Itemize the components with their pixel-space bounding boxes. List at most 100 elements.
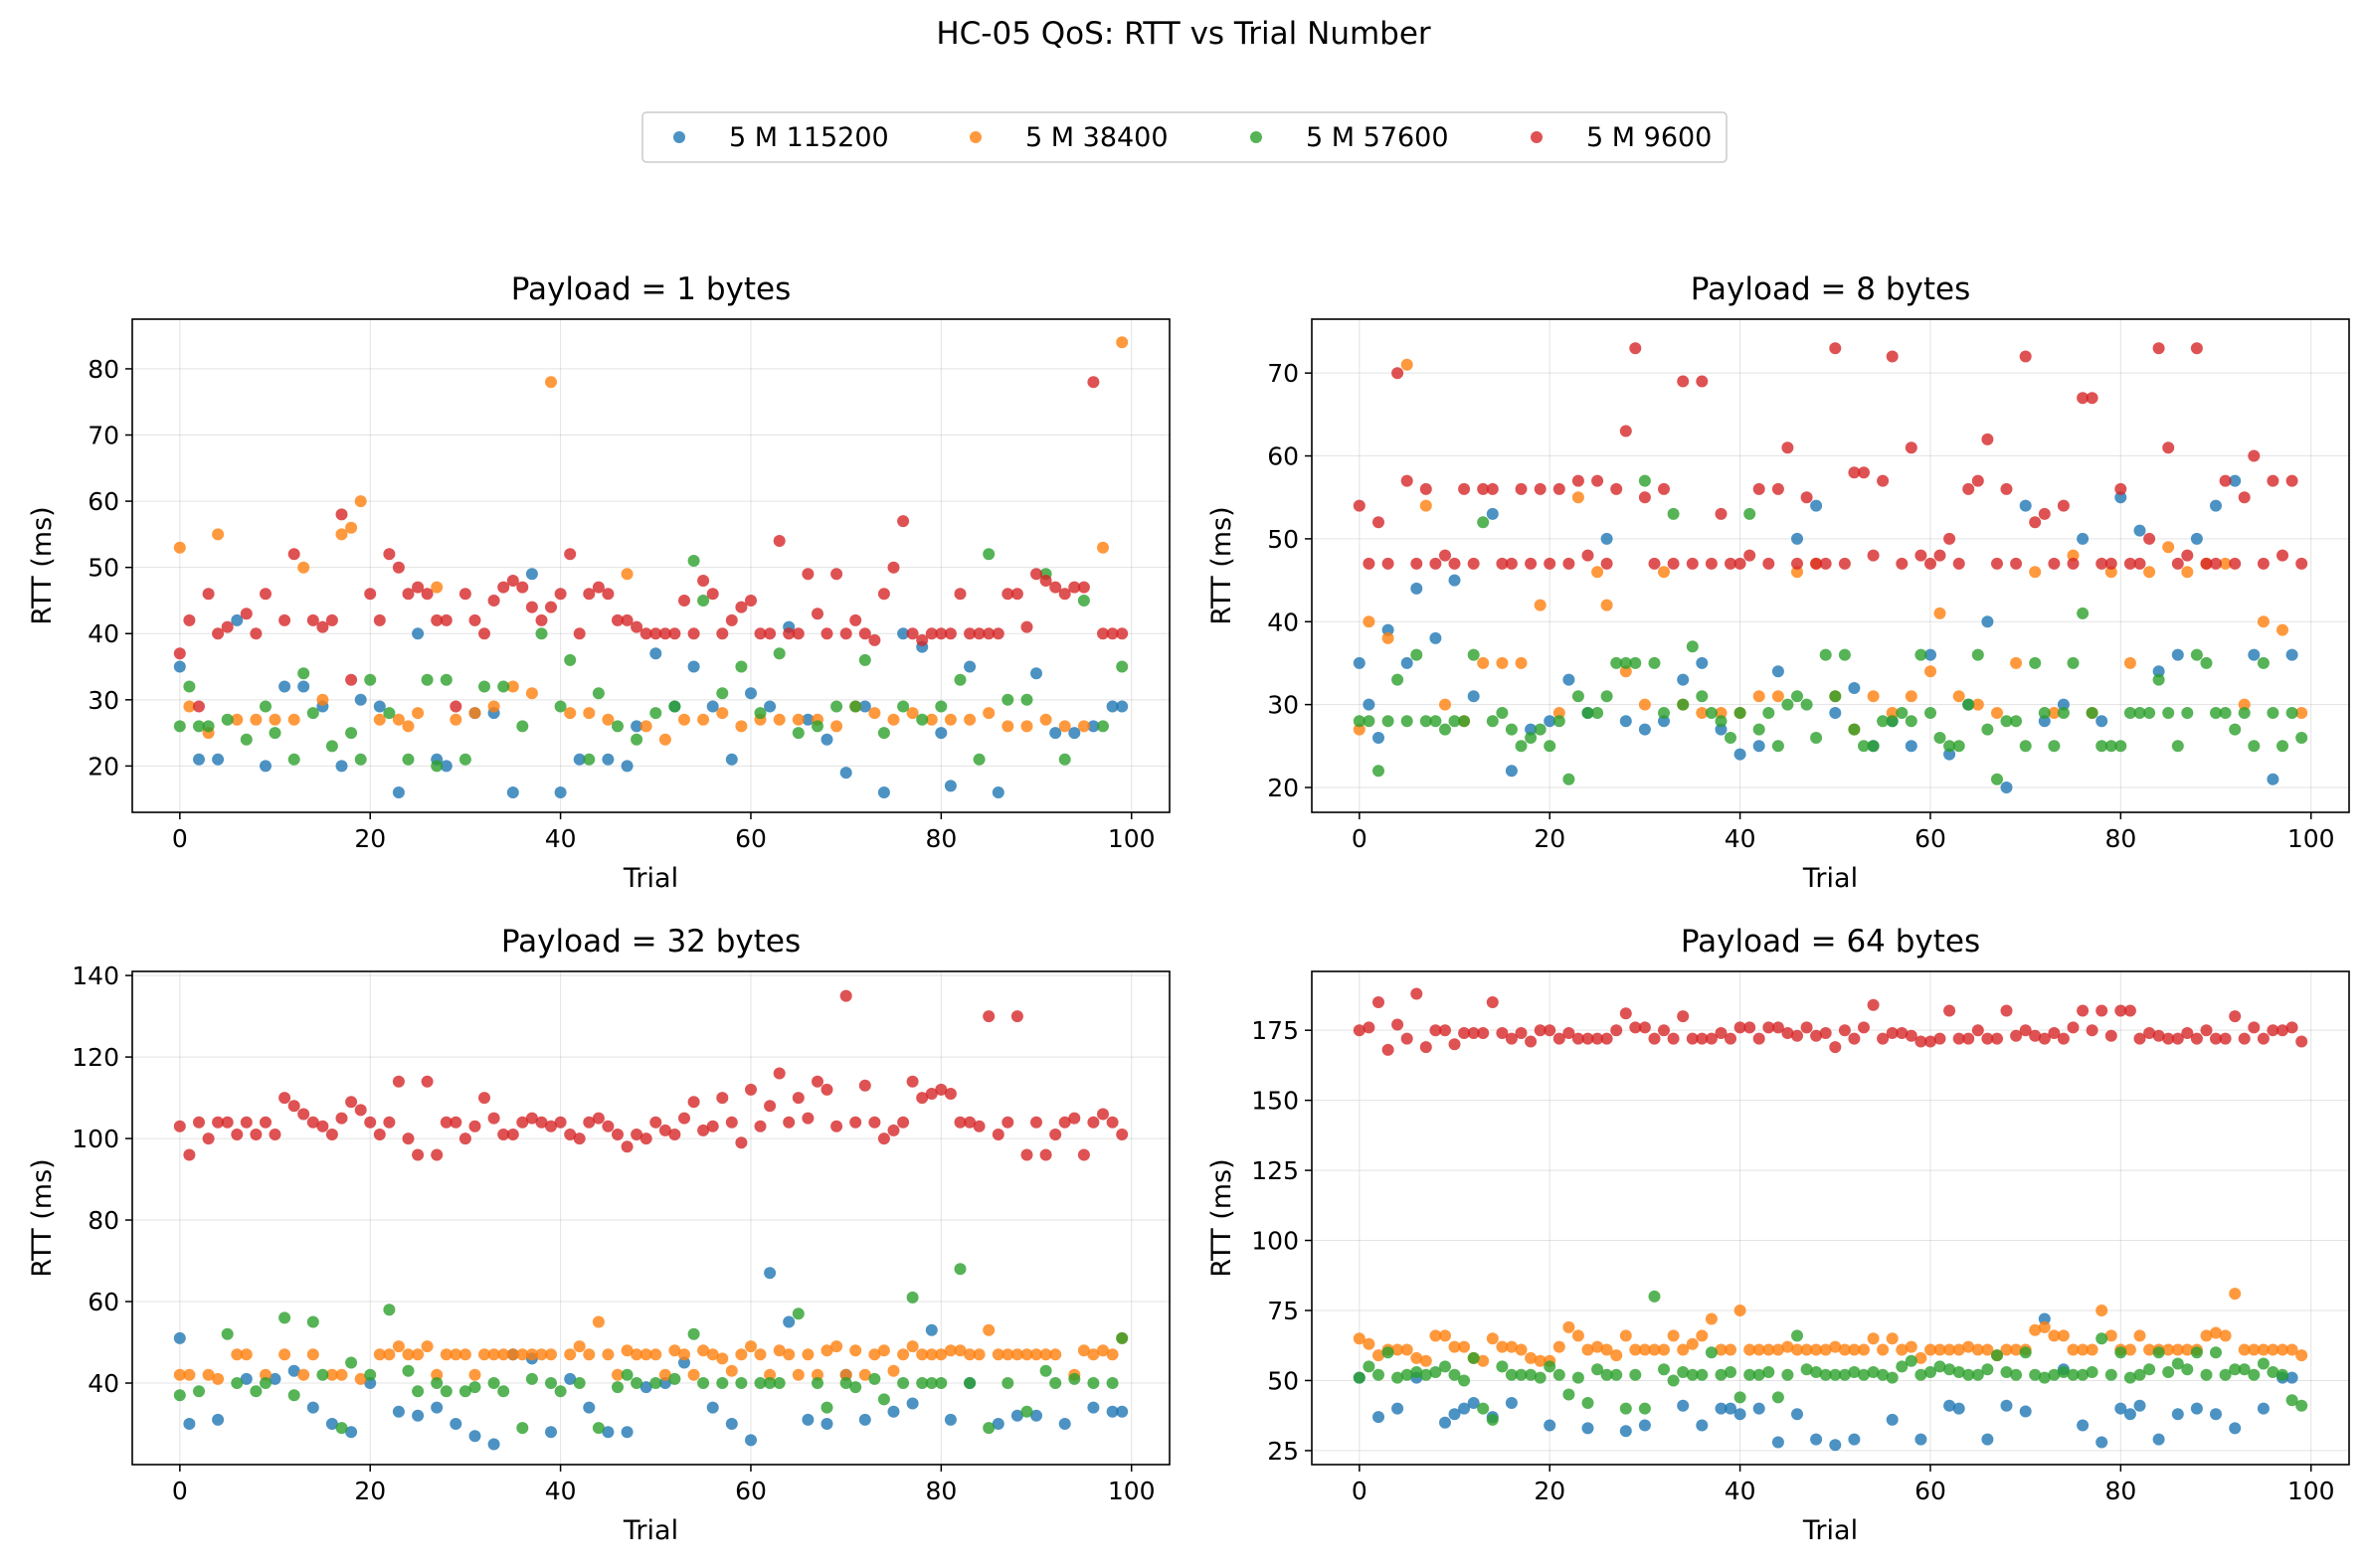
data-point — [2123, 707, 2136, 719]
data-point — [802, 1112, 815, 1125]
x-tick-label: 60 — [1914, 824, 1946, 853]
data-point — [935, 1377, 948, 1389]
legend-marker — [1250, 131, 1262, 143]
data-point — [1610, 1024, 1623, 1037]
data-point — [964, 660, 977, 673]
data-point — [735, 720, 748, 733]
data-point — [2295, 1035, 2308, 1048]
data-point — [2123, 557, 2136, 570]
data-point — [1943, 1343, 1956, 1356]
data-point — [183, 700, 196, 713]
x-tick-label: 80 — [2104, 1477, 2136, 1505]
y-tick-label: 140 — [72, 961, 119, 990]
data-point — [2257, 1032, 2270, 1045]
data-point — [935, 727, 948, 740]
data-point — [802, 568, 815, 581]
data-point — [231, 1129, 244, 1140]
data-point — [1658, 566, 1670, 579]
data-point — [2238, 698, 2251, 711]
data-point — [1858, 1368, 1870, 1381]
data-point — [621, 1426, 634, 1439]
data-point — [925, 1088, 938, 1100]
data-point — [1952, 1343, 1965, 1356]
data-point — [564, 653, 577, 666]
data-point — [260, 588, 272, 601]
data-point — [2210, 1032, 2222, 1045]
data-point — [1867, 998, 1880, 1011]
data-point — [1049, 1377, 1062, 1389]
data-point — [602, 753, 615, 766]
data-point — [2019, 350, 2032, 363]
data-point — [1020, 1405, 1033, 1418]
data-point — [545, 1120, 557, 1132]
data-point — [183, 1368, 196, 1381]
data-point — [1762, 557, 1775, 570]
data-point — [173, 660, 186, 673]
data-point — [354, 495, 367, 508]
data-point — [1981, 1032, 1994, 1045]
data-point — [2210, 707, 2222, 719]
data-point — [525, 601, 538, 613]
data-point — [1562, 1027, 1575, 1039]
data-point — [1696, 1329, 1709, 1342]
data-point — [1762, 1366, 1775, 1378]
y-axis-label: RTT (ms) — [27, 1158, 58, 1277]
data-point — [954, 1116, 967, 1129]
data-point — [2038, 1371, 2051, 1384]
data-point — [1905, 1354, 1917, 1367]
data-point — [1619, 715, 1632, 728]
data-point — [221, 1116, 234, 1129]
data-point — [906, 1291, 919, 1304]
data-point — [1752, 1402, 1765, 1415]
data-point — [1581, 549, 1594, 562]
data-point — [849, 700, 862, 713]
data-point — [202, 720, 215, 733]
data-point — [868, 707, 881, 720]
data-point — [335, 1112, 348, 1125]
data-point — [392, 1075, 405, 1088]
data-point — [1877, 1343, 1890, 1356]
data-point — [525, 1348, 538, 1361]
data-point — [1752, 1368, 1765, 1381]
series-5-m-9600 — [173, 376, 1129, 713]
data-point — [1696, 690, 1709, 703]
data-point — [1020, 1348, 1033, 1361]
data-point — [687, 555, 700, 567]
data-point — [1486, 1413, 1499, 1426]
data-point — [306, 707, 319, 720]
data-point — [2067, 1368, 2080, 1381]
data-point — [212, 1372, 225, 1385]
data-point — [725, 1364, 738, 1377]
data-point — [2038, 715, 2051, 728]
data-point — [592, 1112, 605, 1125]
data-point — [1619, 1007, 1632, 1020]
data-point — [2171, 1357, 2184, 1370]
data-point — [697, 1344, 710, 1357]
data-point — [354, 753, 367, 766]
data-point — [2095, 1004, 2108, 1017]
data-point — [764, 700, 777, 713]
data-point — [954, 673, 967, 686]
data-point — [649, 1116, 662, 1129]
data-point — [992, 1348, 1004, 1361]
data-point — [1571, 690, 1584, 703]
x-tick-label: 80 — [2104, 824, 2136, 853]
data-point — [1515, 656, 1528, 669]
data-point — [2257, 1357, 2270, 1370]
data-point — [450, 1418, 462, 1430]
data-point — [287, 548, 300, 561]
data-point — [2285, 648, 2298, 661]
data-point — [954, 588, 967, 601]
data-point — [764, 1377, 777, 1389]
data-point — [1058, 588, 1071, 601]
data-point — [173, 1120, 186, 1132]
data-point — [1448, 1368, 1461, 1381]
data-point — [525, 687, 538, 700]
data-point — [820, 733, 833, 746]
data-point — [1410, 987, 1423, 1000]
data-point — [497, 1385, 510, 1398]
data-point — [2000, 482, 2013, 495]
data-point — [916, 1348, 929, 1361]
data-point — [1667, 1032, 1680, 1045]
data-point — [212, 528, 225, 541]
